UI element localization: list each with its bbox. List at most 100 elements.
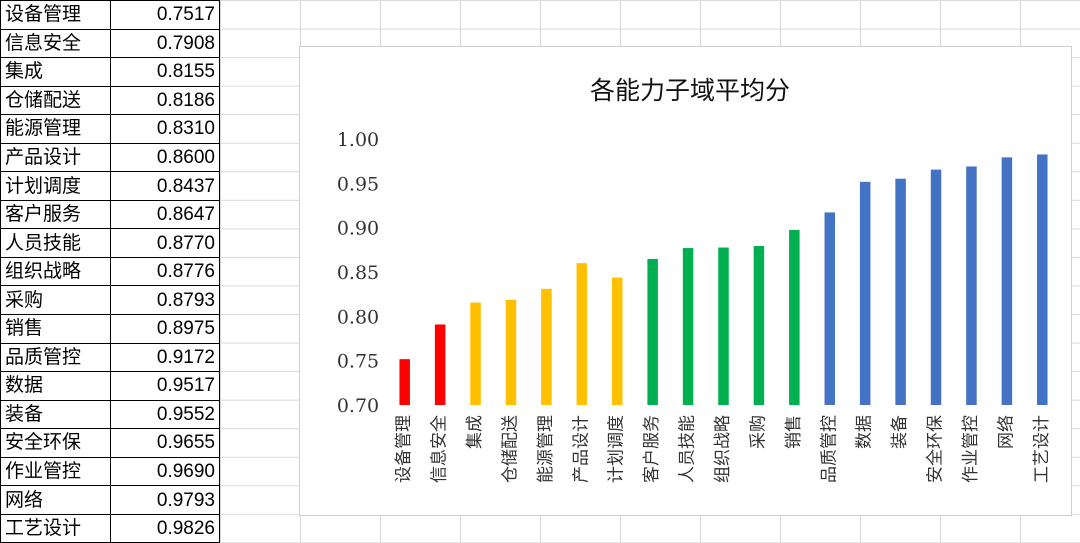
x-category-label: 工艺设计: [1032, 415, 1052, 483]
y-tick-label: 0.85: [337, 262, 379, 284]
table-row: 人员技能 0.8770: [0, 228, 220, 258]
row-name-cell[interactable]: 组织战略: [0, 256, 111, 287]
x-category-label: 集成: [465, 415, 485, 449]
bar[interactable]: [682, 248, 694, 405]
row-name-cell[interactable]: 设备管理: [0, 0, 111, 30]
bar[interactable]: [966, 166, 977, 405]
bar[interactable]: [824, 212, 836, 405]
bar[interactable]: [576, 263, 588, 405]
x-category-label: 组织战略: [713, 415, 733, 483]
table-row: 组织战略 0.8776: [0, 256, 220, 287]
y-tick-label: 0.70: [337, 395, 379, 417]
x-category-label: 设备管理: [394, 415, 414, 483]
bar[interactable]: [541, 288, 552, 405]
table-row: 仓储配送 0.8186: [0, 85, 220, 116]
x-category-label: 人员技能: [678, 415, 698, 483]
row-value-cell[interactable]: 0.9690: [110, 456, 220, 487]
row-value-cell[interactable]: 0.8793: [110, 285, 220, 316]
bar[interactable]: [930, 169, 942, 405]
row-name-cell[interactable]: 计划调度: [0, 171, 111, 201]
x-category-label: 安全环保: [926, 415, 946, 483]
bars: [399, 154, 1048, 405]
chart-svg: 各能力子域平均分 0.70 0.75 0.80 0.85 0.90 0.95 1.00 设备…: [337, 76, 1052, 483]
row-value-cell[interactable]: 0.7517: [110, 0, 220, 30]
y-tick-label: 0.80: [337, 306, 379, 328]
table-row: 能源管理 0.8310: [0, 114, 220, 144]
row-value-cell[interactable]: 0.9517: [110, 371, 220, 401]
x-category-label: 采购: [748, 415, 768, 449]
x-category-label: 数据: [855, 415, 875, 449]
data-table: 设备管理 0.7517 信息安全 0.7908 集成 0.8155 仓储配送 0.8186 能源…: [0, 0, 220, 543]
row-value-cell[interactable]: 0.8647: [110, 199, 220, 230]
row-name-cell[interactable]: 工艺设计: [0, 513, 111, 543]
row-value-cell[interactable]: 0.7908: [110, 28, 220, 59]
row-name-cell[interactable]: 产品设计: [0, 142, 111, 173]
table-row: 网络 0.9793: [0, 485, 220, 515]
row-value-cell[interactable]: 0.8776: [110, 256, 220, 287]
row-name-cell[interactable]: 网络: [0, 485, 111, 515]
row-value-cell[interactable]: 0.8975: [110, 314, 220, 344]
bar[interactable]: [434, 324, 446, 405]
row-value-cell[interactable]: 0.9793: [110, 485, 220, 515]
row-value-cell[interactable]: 0.8770: [110, 228, 220, 258]
bar[interactable]: [753, 246, 765, 405]
x-category-label: 作业管控: [961, 415, 981, 483]
x-category-label: 计划调度: [607, 415, 627, 483]
bar[interactable]: [505, 299, 517, 405]
row-value-cell[interactable]: 0.9655: [110, 428, 220, 458]
bar-chart[interactable]: 各能力子域平均分 0.70 0.75 0.80 0.85 0.90 0.95 1.00 设备…: [299, 46, 1072, 516]
bar[interactable]: [718, 247, 729, 405]
bar[interactable]: [895, 178, 906, 405]
row-name-cell[interactable]: 能源管理: [0, 114, 111, 144]
row-value-cell[interactable]: 0.9552: [110, 399, 220, 430]
row-value-cell[interactable]: 0.8310: [110, 114, 220, 144]
bar[interactable]: [470, 302, 481, 405]
row-name-cell[interactable]: 集成: [0, 57, 111, 87]
table-row: 数据 0.9517: [0, 371, 220, 401]
row-name-cell[interactable]: 装备: [0, 399, 111, 430]
x-category-label: 客户服务: [642, 415, 662, 483]
bar[interactable]: [399, 359, 410, 405]
row-name-cell[interactable]: 安全环保: [0, 428, 111, 458]
row-name-cell[interactable]: 品质管控: [0, 342, 111, 373]
table-row: 设备管理 0.7517: [0, 0, 220, 30]
row-name-cell[interactable]: 作业管控: [0, 456, 111, 487]
row-value-cell[interactable]: 0.9826: [110, 513, 220, 543]
table-row: 销售 0.8975: [0, 314, 220, 344]
table-row: 采购 0.8793: [0, 285, 220, 316]
row-name-cell[interactable]: 采购: [0, 285, 111, 316]
x-category-label: 产品设计: [571, 415, 591, 483]
row-value-cell[interactable]: 0.8437: [110, 171, 220, 201]
x-category-label: 品质管控: [819, 415, 839, 483]
table-row: 作业管控 0.9690: [0, 456, 220, 487]
table-row: 集成 0.8155: [0, 57, 220, 87]
row-value-cell[interactable]: 0.9172: [110, 342, 220, 373]
row-value-cell[interactable]: 0.8600: [110, 142, 220, 173]
row-value-cell[interactable]: 0.8186: [110, 85, 220, 116]
x-category-label: 装备: [890, 415, 910, 449]
row-name-cell[interactable]: 仓储配送: [0, 85, 111, 116]
table-row: 品质管控 0.9172: [0, 342, 220, 373]
x-category-label: 网络: [996, 415, 1016, 449]
table-row: 信息安全 0.7908: [0, 28, 220, 59]
x-category-label: 能源管理: [536, 415, 556, 483]
bar[interactable]: [1001, 157, 1013, 405]
table-row: 装备 0.9552: [0, 399, 220, 430]
row-name-cell[interactable]: 数据: [0, 371, 111, 401]
bar[interactable]: [611, 277, 623, 405]
row-name-cell[interactable]: 人员技能: [0, 228, 111, 258]
table-row: 安全环保 0.9655: [0, 428, 220, 458]
x-category-label: 仓储配送: [500, 415, 520, 483]
x-category-label: 销售: [784, 415, 804, 449]
bar[interactable]: [859, 181, 871, 405]
bar[interactable]: [1037, 154, 1048, 405]
bar[interactable]: [789, 229, 800, 405]
row-value-cell[interactable]: 0.8155: [110, 57, 220, 87]
row-name-cell[interactable]: 客户服务: [0, 199, 111, 230]
row-name-cell[interactable]: 销售: [0, 314, 111, 344]
bar[interactable]: [647, 258, 658, 405]
table-row: 工艺设计 0.9826: [0, 513, 220, 543]
x-category-label: 信息安全: [430, 415, 450, 483]
table-row: 客户服务 0.8647: [0, 199, 220, 230]
row-name-cell[interactable]: 信息安全: [0, 28, 111, 59]
